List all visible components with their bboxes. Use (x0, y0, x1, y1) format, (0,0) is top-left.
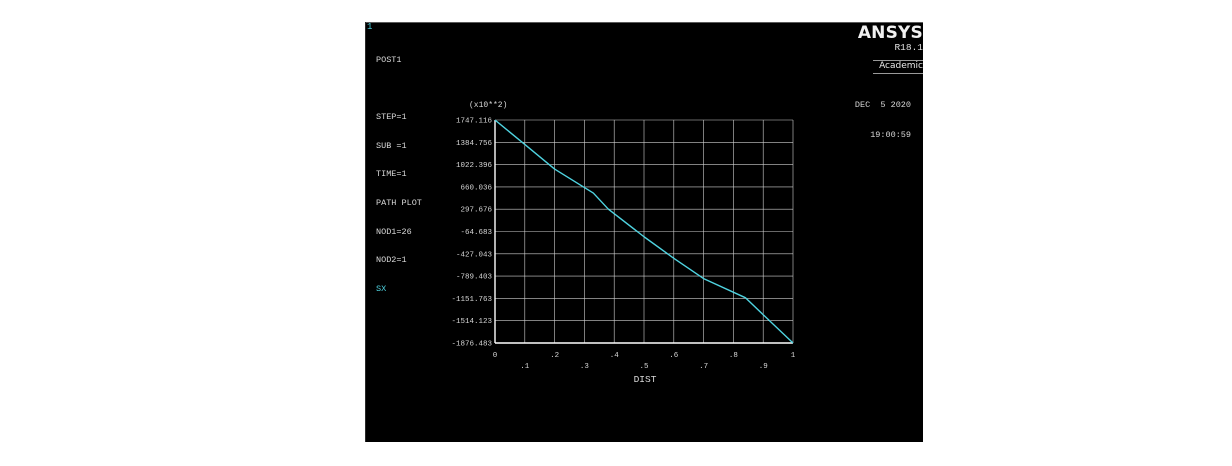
brand-version: R18.1 (894, 42, 923, 53)
y-tick-label: 1022.396 (456, 162, 493, 170)
timestamp-date: DEC 5 2020 (854, 100, 911, 110)
info-line-time: TIME=1 (376, 169, 407, 180)
y-multiplier-label: (x10**2) (469, 101, 507, 110)
x-tick-label: .7 (699, 363, 708, 371)
x-tick-label: .8 (729, 352, 738, 360)
path-plot-chart: 0 .1 .2 .3 .4 .5 .6 .7 .8 .9 1 1747.116 1384.756 1022… (451, 101, 795, 385)
x-tick-label: .1 (520, 363, 530, 371)
x-axis-label: DIST (634, 374, 657, 385)
series-line-sx (494, 119, 794, 344)
info-line-substep: SUB =1 (376, 140, 407, 151)
y-tick-label: -427.043 (456, 251, 493, 259)
x-tick-label: .2 (550, 352, 559, 360)
y-tick-label: -789.403 (456, 274, 493, 282)
x-tick-label: 0 (493, 352, 498, 360)
series-layer (494, 119, 794, 344)
window-top-border (365, 22, 923, 23)
info-line-postprocessor: POST1 (376, 55, 402, 65)
y-tick-label: 660.036 (460, 184, 492, 192)
timestamp-time: 19:00:59 (870, 130, 911, 140)
y-tick-label: -1151.763 (451, 296, 492, 304)
result-item-label: SX (376, 283, 387, 294)
y-tick-label: -1514.123 (451, 318, 492, 326)
x-tick-label: .4 (610, 352, 620, 360)
timestamp-block: DEC 5 2020 19:00:59 (855, 80, 911, 160)
y-tick-label: 297.676 (460, 207, 492, 215)
brand-edition: Academic (873, 60, 923, 74)
brand-block: ANSYS R18.1 Academic (803, 24, 923, 74)
info-block: POST1 STEP=1 SUB =1 TIME=1 PATH PLOT NOD… (376, 36, 422, 313)
x-tick-label: .9 (759, 363, 768, 371)
tick-label-layer: 0 .1 .2 .3 .4 .5 .6 .7 .8 .9 1 1747.116 1384.756 1022… (451, 118, 795, 372)
y-tick-label: 1747.116 (456, 118, 493, 126)
info-line-plot-type: PATH PLOT (376, 197, 422, 208)
grid-layer (494, 119, 794, 344)
graphics-window: 1 POST1 STEP=1 SUB =1 TIME=1 PATH PLOT N… (365, 22, 923, 442)
x-tick-label: .3 (580, 363, 590, 371)
axis-layer (494, 120, 793, 344)
y-tick-label: -64.683 (460, 229, 492, 237)
x-tick-label: 1 (791, 352, 796, 360)
window-left-border (365, 22, 366, 442)
x-tick-label: .6 (669, 352, 679, 360)
brand-logo: ANSYS (857, 23, 923, 43)
window-number: 1 (367, 22, 373, 32)
y-tick-label: 1384.756 (456, 140, 493, 148)
x-tick-label: .5 (639, 363, 649, 371)
info-line-node2: NOD2=1 (376, 255, 407, 266)
y-tick-label: -1876.483 (451, 341, 492, 349)
info-line-step: STEP=1 (376, 112, 407, 123)
info-line-node1: NOD1=26 (376, 226, 412, 237)
